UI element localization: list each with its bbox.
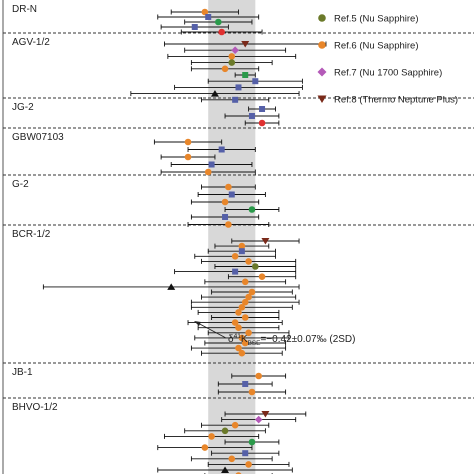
- legend-marker: [318, 14, 326, 22]
- data-point-triangle: [210, 90, 219, 97]
- data-point-triangle: [221, 466, 230, 473]
- data-point-circle: [225, 183, 232, 191]
- data-point-square: [235, 84, 242, 91]
- data-point-triangle-down: [261, 238, 270, 245]
- data-point-circle: [231, 421, 239, 429]
- data-point-circle: [201, 444, 209, 451]
- data-point-circle: [231, 252, 239, 260]
- error-bars: [42, 9, 327, 474]
- data-point-circle: [245, 329, 252, 337]
- data-point-circle: [238, 304, 246, 311]
- data-point-circle: [228, 53, 236, 60]
- data-point-circle: [208, 433, 215, 440]
- legend-label: Ref.5 (Nu Sapphire): [334, 14, 418, 25]
- group-labels: DR-N AGV-1/2 JG-2 GBW07103 G-2 BCR-1/2 JB-1 BHV…: [12, 4, 64, 413]
- annotation-sup: 41: [234, 333, 242, 340]
- data-point-circle: [248, 388, 256, 396]
- group-label: JB-1: [12, 367, 33, 378]
- data-point-circle: [228, 455, 236, 463]
- bse-annotation: δ41KBSE=−0.42±0.07‰ (2SD): [194, 321, 356, 347]
- data-point-square: [208, 161, 215, 168]
- annotation-arrow: [195, 321, 227, 339]
- data-point-triangle-down: [241, 41, 250, 48]
- data-point-square: [259, 106, 266, 112]
- group-label: GBW07103: [12, 132, 64, 143]
- data-point-circle: [252, 263, 259, 270]
- data-point-square: [252, 78, 259, 85]
- data-point-circle: [258, 273, 266, 281]
- group-label: G-2: [12, 179, 29, 190]
- data-point-square: [232, 96, 239, 103]
- data-point-circle: [255, 372, 262, 380]
- data-point-circle: [221, 427, 229, 435]
- data-point-square: [228, 191, 235, 198]
- group-separators: [3, 32, 474, 399]
- data-point-square: [191, 24, 198, 30]
- data-point-circle: [235, 324, 242, 332]
- annotation-text: δ41KBSE=−0.42±0.07‰ (2SD): [228, 333, 356, 347]
- data-point-square: [242, 72, 249, 78]
- data-point-square: [242, 381, 249, 387]
- data-point-circle: [258, 119, 266, 127]
- data-point-circle: [238, 334, 246, 342]
- data-markers: [167, 8, 270, 474]
- data-point-square: [222, 214, 229, 220]
- data-point-circle: [184, 153, 192, 161]
- legend-marker: [317, 67, 327, 77]
- annotation-prefix: δ: [228, 334, 234, 345]
- data-point-circle: [238, 349, 246, 357]
- data-point-circle: [204, 168, 212, 176]
- data-point-circle: [241, 298, 249, 306]
- data-point-circle: [241, 314, 249, 321]
- data-point-circle: [235, 344, 242, 352]
- data-point-circle: [215, 18, 222, 26]
- data-point-circle: [248, 206, 256, 213]
- legend-label: Ref.8 (Thermo Neptune Plus): [334, 95, 458, 106]
- group-label: BCR-1/2: [12, 229, 51, 240]
- data-point-circle: [201, 8, 209, 16]
- annotation-arrowhead: [194, 321, 201, 326]
- data-point-triangle: [167, 283, 176, 290]
- data-point-circle: [248, 288, 256, 296]
- data-point-circle: [218, 28, 225, 36]
- data-point-triangle-down: [261, 411, 270, 418]
- data-point-circle: [221, 65, 229, 73]
- data-point-circle: [245, 293, 252, 301]
- group-label: AGV-1/2: [12, 37, 50, 48]
- data-point-square: [242, 450, 249, 457]
- group-label: JG-2: [12, 102, 34, 113]
- data-point-circle: [245, 461, 252, 468]
- data-point-square: [218, 146, 225, 153]
- data-point-circle: [231, 319, 239, 326]
- data-point-circle: [241, 278, 249, 286]
- legend-label: Ref.7 (Nu 1700 Sapphire): [334, 68, 442, 79]
- data-point-circle: [221, 198, 229, 206]
- data-point-circle: [184, 138, 192, 146]
- data-point-square: [232, 268, 239, 275]
- annotation-rest: =−0.42±0.07‰ (2SD): [261, 334, 356, 345]
- legend-marker: [318, 41, 326, 49]
- data-point-diamond: [254, 415, 263, 424]
- annotation-sub: BSE: [247, 340, 261, 347]
- group-label: DR-N: [12, 4, 37, 15]
- data-point-square: [248, 113, 255, 119]
- data-point-square: [205, 14, 212, 20]
- legend-label: Ref.6 (Nu Sapphire): [334, 41, 418, 52]
- data-point-circle: [228, 59, 236, 66]
- data-point-diamond: [231, 46, 239, 54]
- legend: Ref.5 (Nu Sapphire) Ref.6 (Nu Sapphire) Re…: [317, 14, 458, 106]
- data-point-circle: [238, 242, 246, 250]
- data-point-circle: [241, 339, 249, 347]
- annotation-k: K: [241, 334, 248, 345]
- data-point-circle: [225, 221, 232, 228]
- group-label: BHVO-1/2: [12, 402, 58, 413]
- data-point-circle: [245, 258, 252, 265]
- data-point-square: [238, 248, 245, 255]
- reference-band: [208, 0, 256, 474]
- data-point-circle: [248, 438, 256, 446]
- data-point-circle: [235, 309, 242, 316]
- legend-marker: [317, 95, 327, 103]
